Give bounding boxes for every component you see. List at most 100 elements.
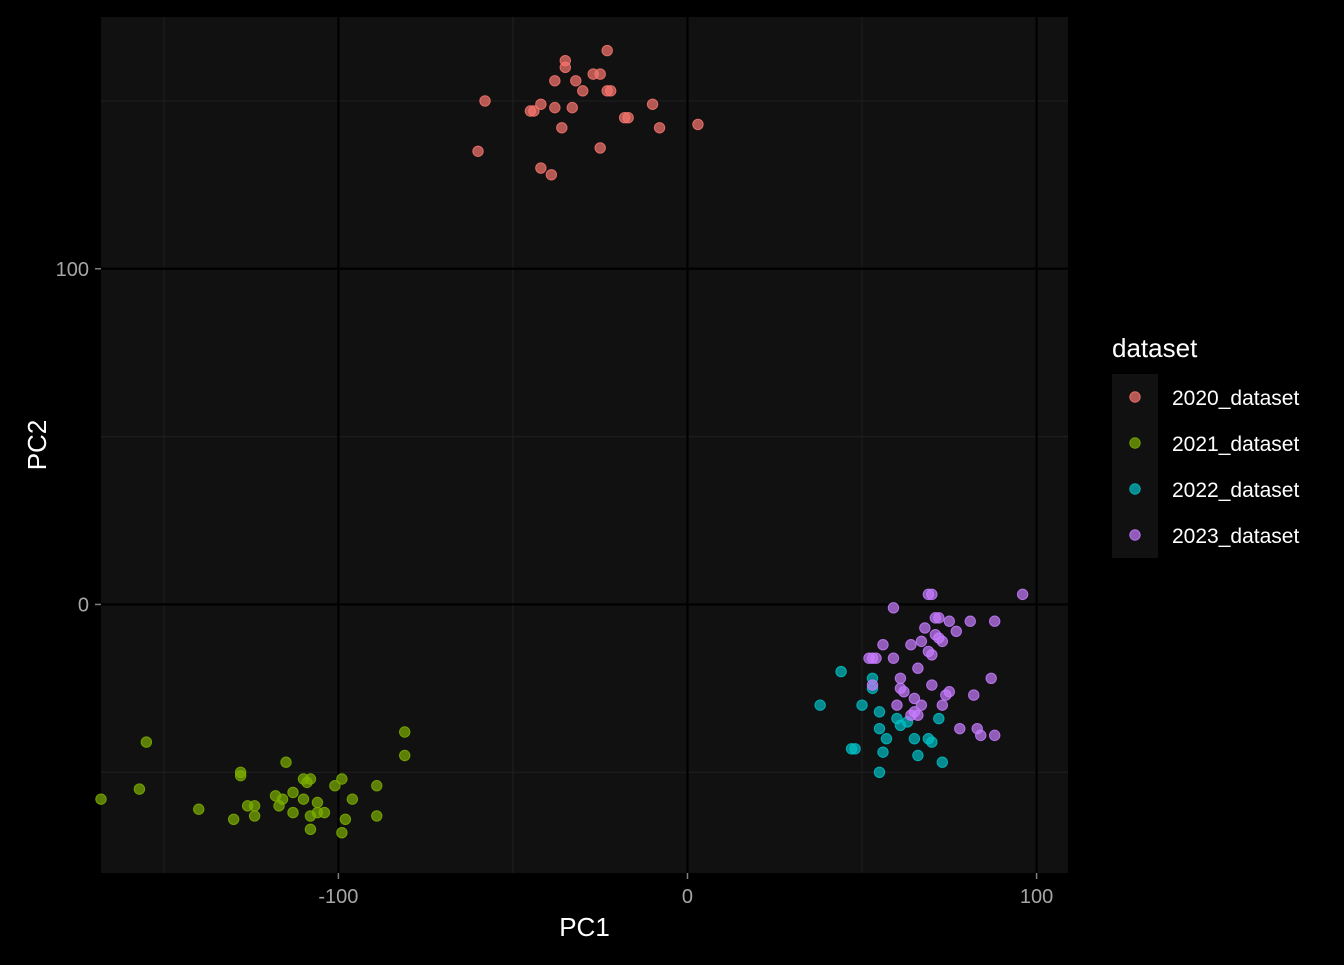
data-point: [988, 729, 1001, 742]
data-point: [908, 733, 921, 745]
data-point: [371, 810, 383, 822]
data-point: [887, 602, 900, 614]
x-tick-label: -100: [318, 886, 358, 908]
data-point: [570, 75, 582, 87]
data-point: [877, 639, 889, 651]
data-point: [545, 169, 558, 181]
data-point: [908, 692, 921, 705]
series-2023_dataset: [863, 588, 1029, 742]
legend-key: [1129, 483, 1141, 495]
data-point: [936, 756, 949, 768]
data-point: [933, 612, 945, 624]
legend-label: 2020_dataset: [1172, 387, 1299, 410]
data-point: [587, 68, 599, 80]
data-point: [297, 793, 310, 805]
data-point: [936, 635, 949, 648]
data-point: [905, 709, 917, 721]
data-point: [248, 810, 261, 822]
data-point: [975, 729, 987, 742]
data-point: [241, 800, 254, 812]
data-point: [985, 672, 997, 685]
legend-label: 2021_dataset: [1172, 433, 1299, 456]
data-point: [915, 635, 928, 648]
data-point: [926, 649, 938, 661]
data-point: [915, 699, 928, 711]
data-point: [399, 749, 411, 762]
legend: dataset 2020_dataset 2021_dataset 2022_dat…: [1112, 333, 1299, 558]
x-axis-ticks: -100 0 100: [318, 873, 1053, 908]
minor-gridlines: [101, 17, 1068, 873]
legend-item: 2021_dataset: [1129, 433, 1299, 456]
data-point: [919, 622, 931, 634]
data-point: [894, 719, 907, 731]
data-point: [318, 806, 331, 819]
data-point: [234, 769, 247, 782]
major-gridlines: [101, 17, 1068, 873]
data-point: [898, 686, 910, 698]
data-point: [968, 689, 980, 701]
plot-panel: [101, 17, 1068, 873]
data-point: [887, 652, 900, 664]
data-point: [549, 101, 561, 114]
series-2021_dataset: [95, 726, 411, 839]
data-point: [280, 756, 292, 768]
data-point: [905, 639, 917, 651]
x-axis-title: PC1: [559, 912, 610, 942]
y-axis-ticks: 0 100: [56, 259, 101, 616]
data-point: [594, 142, 606, 154]
data-point: [371, 780, 383, 792]
series-2022_dataset: [814, 665, 949, 778]
data-point: [866, 679, 879, 691]
legend-key: [1129, 437, 1141, 449]
legend-key: [1129, 529, 1141, 541]
y-tick-label: 100: [56, 259, 89, 281]
data-point: [964, 615, 976, 627]
data-point: [950, 625, 962, 638]
data-point: [926, 679, 938, 691]
data-points: [95, 44, 1029, 839]
data-point: [336, 773, 348, 785]
data-point: [535, 98, 547, 110]
data-point: [891, 699, 903, 711]
data-point: [399, 726, 411, 738]
data-point: [287, 806, 299, 819]
data-point: [604, 85, 617, 97]
data-point: [346, 793, 359, 805]
data-point: [814, 699, 826, 711]
legend-item: 2020_dataset: [1129, 387, 1299, 410]
legend-title: dataset: [1112, 333, 1198, 363]
legend-key-background: [1112, 374, 1158, 558]
data-point: [287, 786, 299, 799]
data-point: [601, 44, 613, 57]
data-point: [556, 122, 568, 134]
data-point: [940, 689, 952, 701]
data-point: [988, 615, 1001, 627]
legend-label: 2022_dataset: [1172, 479, 1299, 502]
data-point: [954, 722, 966, 735]
data-point: [95, 793, 107, 805]
data-point: [329, 780, 341, 792]
data-point: [845, 743, 858, 755]
data-point: [873, 766, 886, 778]
x-tick-label: 100: [1020, 886, 1053, 908]
data-point: [140, 736, 153, 748]
data-point: [193, 803, 205, 815]
data-point: [339, 813, 352, 825]
data-point: [472, 145, 484, 157]
data-point: [301, 776, 313, 789]
data-point: [873, 706, 886, 718]
data-point: [479, 95, 491, 107]
data-point: [336, 827, 348, 839]
data-point: [524, 105, 537, 117]
y-tick-label: 0: [78, 594, 89, 616]
data-point: [943, 615, 956, 627]
data-point: [311, 796, 324, 809]
data-point: [835, 665, 847, 678]
data-point: [559, 61, 571, 74]
x-tick-label: 0: [682, 886, 693, 908]
series-2020_dataset: [472, 44, 704, 181]
data-point: [1016, 588, 1029, 601]
data-point: [926, 588, 938, 601]
data-point: [933, 712, 945, 725]
